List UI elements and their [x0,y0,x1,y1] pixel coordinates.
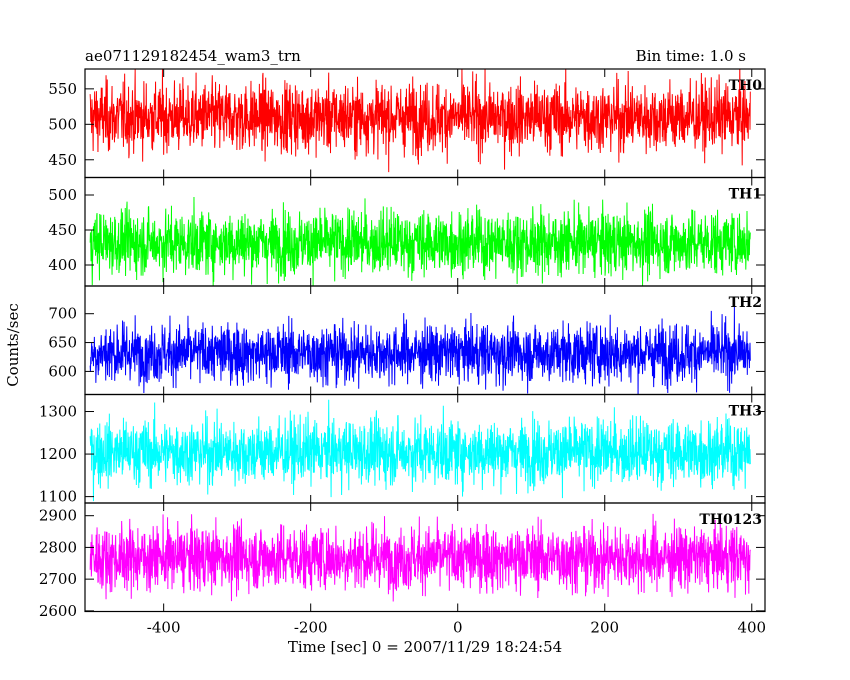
panels-group: 450 500 550 TH0 400 450 500 TH1 600 650 700 TH2 1100… [39,68,766,620]
y-tick-label: 2800 [39,538,77,556]
y-tick-label: 2900 [39,507,77,525]
y-tick-label: 450 [48,221,77,239]
x-tick-label: -200 [294,619,328,637]
series-line-th0 [89,69,751,173]
chart-title-right: Bin time: 1.0 s [636,47,746,65]
panel-th1: 400 450 500 TH1 [48,176,766,287]
panel-frame [84,502,766,613]
panel-name-th0123: TH0123 [699,512,762,528]
x-axis: -400 -200 0 200 400 [147,619,766,637]
x-tick-label: 0 [453,619,463,637]
panel-th3: 1100 1200 1300 TH3 [39,393,766,506]
series-line-th1 [89,197,751,286]
y-tick-label: 500 [48,186,77,204]
x-tick-label: 400 [737,619,766,637]
y-tick-label: 450 [48,151,77,169]
chart-title-left: ae071129182454_wam3_trn [85,47,301,65]
y-tick-label: 1100 [39,488,77,506]
panel-th0: 450 500 550 TH0 [48,68,766,179]
y-tick-label: 600 [48,362,77,380]
y-tick-label: 650 [48,334,77,352]
y-tick-label: 500 [48,115,77,133]
series-line-th3 [89,399,751,502]
x-tick-label: 200 [590,619,619,637]
panel-name-th0: TH0 [729,78,763,94]
y-tick-label: 2700 [39,570,77,588]
x-tick-label: -400 [147,619,181,637]
panel-name-th3: TH3 [729,404,762,420]
panel-name-th1: TH1 [729,187,762,203]
y-axis-label: Counts/sec [4,303,22,387]
y-tick-label: 2600 [39,602,77,620]
panel-name-th2: TH2 [729,295,762,311]
y-tick-label: 400 [48,256,77,274]
panel-th0123: 2600 2700 2800 2900 TH0123 [39,502,766,620]
y-tick-label: 700 [48,305,77,323]
y-tick-label: 550 [48,80,77,98]
y-tick-label: 1200 [39,445,77,463]
series-line-th0123 [89,513,751,602]
series-line-th2 [89,306,751,395]
y-tick-label: 1300 [39,403,77,421]
panel-th2: 600 650 700 TH2 [48,285,766,396]
x-axis-label: Time [sec] 0 = 2007/11/29 18:24:54 [288,638,562,656]
